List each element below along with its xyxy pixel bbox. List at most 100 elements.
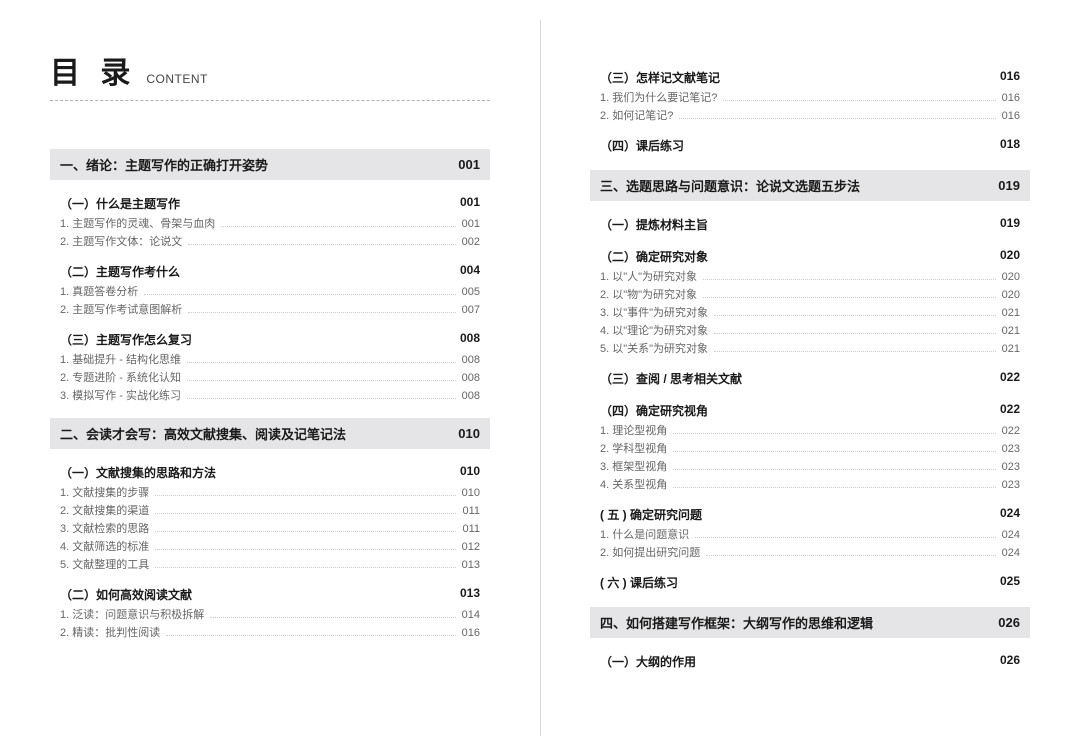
section-row: （四）确定研究视角022 xyxy=(590,397,1030,421)
item-row: 3. 文献检索的思路011 xyxy=(50,519,490,537)
section-title: （三）怎样记文献笔记 xyxy=(600,69,720,86)
section-title: （四）课后练习 xyxy=(600,137,684,154)
item-page: 011 xyxy=(462,523,480,535)
item-row: 1. 文献搜集的步骤010 xyxy=(50,483,490,501)
section-title: （一）文献搜集的思路和方法 xyxy=(60,464,216,481)
item-row: 2. 如何记笔记?016 xyxy=(590,106,1030,124)
item-dots xyxy=(714,315,996,316)
item-title: 5. 文献整理的工具 xyxy=(60,556,149,572)
item-page: 008 xyxy=(462,372,480,384)
item-page: 024 xyxy=(1002,547,1020,559)
item-row: 3. 框架型视角023 xyxy=(590,457,1030,475)
section-page: 013 xyxy=(460,586,480,603)
item-row: 5. 以"关系"为研究对象021 xyxy=(590,339,1030,357)
item-page: 010 xyxy=(462,487,480,499)
item-dots xyxy=(714,351,996,352)
item-row: 2. 主题写作考试意图解析007 xyxy=(50,300,490,318)
item-dots xyxy=(703,297,996,298)
item-page: 008 xyxy=(462,390,480,402)
section-page: 004 xyxy=(460,263,480,280)
section-title: （二）如何高效阅读文献 xyxy=(60,586,192,603)
section-row: ( 五 ) 确定研究问题 024 xyxy=(590,501,1030,525)
item-page: 021 xyxy=(1002,307,1020,319)
item-title: 1. 主题写作的灵魂、骨架与血肉 xyxy=(60,215,215,231)
item-title: 2. 如何提出研究问题 xyxy=(600,544,700,560)
item-page: 005 xyxy=(462,286,480,298)
item-dots xyxy=(703,279,996,280)
section-row: （一）什么是主题写作001 xyxy=(50,190,490,214)
section-row: （三）查阅 / 思考相关文献 022 xyxy=(590,365,1030,389)
section-row: （一）大纲的作用026 xyxy=(590,648,1030,672)
item-row: 2. 以"物"为研究对象020 xyxy=(590,285,1030,303)
item-dots xyxy=(188,244,455,245)
section-row: （二）确定研究对象020 xyxy=(590,243,1030,267)
item-row: 1. 什么是问题意识 024 xyxy=(590,525,1030,543)
item-dots xyxy=(706,555,995,556)
item-dots xyxy=(695,537,995,538)
section-row: （二）如何高效阅读文献 013 xyxy=(50,581,490,605)
item-page: 020 xyxy=(1002,271,1020,283)
item-title: 4. 文献筛选的标准 xyxy=(60,538,149,554)
item-title: 1. 理论型视角 xyxy=(600,422,667,438)
item-row: 1. 理论型视角 022 xyxy=(590,421,1030,439)
item-row: 1. 泛读：问题意识与积极拆解014 xyxy=(50,605,490,623)
item-row: 2. 学科型视角023 xyxy=(590,439,1030,457)
item-page: 022 xyxy=(1002,425,1020,437)
toc-title-sub: CONTENT xyxy=(146,72,208,86)
left-entries: 一、绪论：主题写作的正确打开姿势001 （一）什么是主题写作0011. 主题写作的… xyxy=(50,149,490,641)
section-page: 022 xyxy=(1000,402,1020,419)
section-page: 022 xyxy=(1000,370,1020,387)
item-page: 011 xyxy=(462,505,480,517)
chapter-row: 三、选题思路与问题意识：论说文选题五步法019 xyxy=(590,170,1030,201)
item-row: 1. 基础提升 - 结构化思维008 xyxy=(50,350,490,368)
item-title: 3. 以"事件"为研究对象 xyxy=(600,304,708,320)
item-page: 016 xyxy=(1002,92,1020,104)
section-page: 026 xyxy=(1000,653,1020,670)
section-row: （四）课后练习018 xyxy=(590,132,1030,156)
item-title: 1. 我们为什么要记笔记? xyxy=(600,89,717,105)
item-row: 5. 文献整理的工具 013 xyxy=(50,555,490,573)
section-row: （一）文献搜集的思路和方法010 xyxy=(50,459,490,483)
item-row: 2. 如何提出研究问题 024 xyxy=(590,543,1030,561)
item-dots xyxy=(155,531,456,532)
section-page: 025 xyxy=(1000,574,1020,591)
chapter-page: 026 xyxy=(998,615,1020,630)
item-dots xyxy=(723,100,995,101)
item-dots xyxy=(673,469,995,470)
section-title: ( 五 ) 确定研究问题 xyxy=(600,506,702,523)
section-page: 024 xyxy=(1000,506,1020,523)
item-dots xyxy=(187,380,456,381)
section-row: （三）怎样记文献笔记016 xyxy=(590,64,1030,88)
item-dots xyxy=(155,495,455,496)
item-row: 1. 真题答卷分析005 xyxy=(50,282,490,300)
toc-title-main: 目 录 xyxy=(50,48,136,92)
section-row: ( 六 ) 课后练习025 xyxy=(590,569,1030,593)
section-row: （三）主题写作怎么复习008 xyxy=(50,326,490,350)
item-dots xyxy=(166,635,455,636)
section-title: （三）主题写作怎么复习 xyxy=(60,331,192,348)
item-dots xyxy=(155,549,455,550)
item-page: 014 xyxy=(462,609,480,621)
chapter-row: 四、如何搭建写作框架：大纲写作的思维和逻辑026 xyxy=(590,607,1030,638)
item-page: 013 xyxy=(462,559,480,571)
item-row: 4. 关系型视角023 xyxy=(590,475,1030,493)
item-page: 024 xyxy=(1002,529,1020,541)
item-dots xyxy=(673,487,995,488)
item-page: 023 xyxy=(1002,479,1020,491)
item-title: 3. 模拟写作 - 实战化练习 xyxy=(60,387,181,403)
item-title: 5. 以"关系"为研究对象 xyxy=(600,340,708,356)
item-dots xyxy=(144,294,455,295)
item-dots xyxy=(714,333,996,334)
section-title: （三）查阅 / 思考相关文献 xyxy=(600,370,742,387)
section-title: （二）确定研究对象 xyxy=(600,248,708,265)
item-title: 1. 以"人"为研究对象 xyxy=(600,268,697,284)
item-page: 001 xyxy=(462,218,480,230)
item-page: 016 xyxy=(462,627,480,639)
item-row: 1. 我们为什么要记笔记? 016 xyxy=(590,88,1030,106)
item-title: 1. 基础提升 - 结构化思维 xyxy=(60,351,181,367)
item-row: 4. 文献筛选的标准012 xyxy=(50,537,490,555)
item-dots xyxy=(221,226,455,227)
chapter-row: 一、绪论：主题写作的正确打开姿势001 xyxy=(50,149,490,180)
item-title: 1. 什么是问题意识 xyxy=(600,526,689,542)
item-page: 002 xyxy=(462,236,480,248)
